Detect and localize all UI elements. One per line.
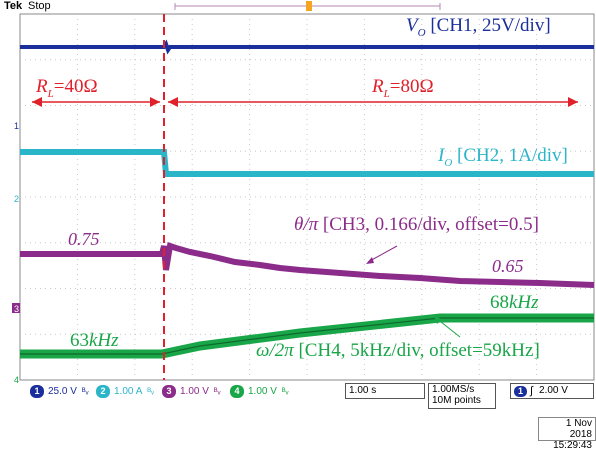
- channel-markers[interactable]: 1 2 3 4: [12, 121, 20, 385]
- ch3-marker-box: [12, 303, 20, 313]
- theta-annotation: θ/π [CH3, 0.166/div, offset=0.5]: [294, 214, 539, 235]
- ch1-bandwidth-icon: ᴮᵥ: [81, 386, 89, 396]
- trigger-position-indicator[interactable]: [174, 1, 441, 11]
- ch1-scale-readout[interactable]: 1 25.0 V ᴮᵥ: [30, 384, 89, 398]
- ch4-badge: 4: [230, 384, 244, 398]
- ch1-trace: [20, 39, 594, 55]
- ch3-trace: [20, 242, 595, 288]
- theta-pointer: [367, 245, 398, 263]
- rl1-arrow: [32, 97, 160, 107]
- run-state-label[interactable]: Stop: [28, 0, 51, 12]
- io-annotation: IO [CH2, 1A/div]: [438, 145, 568, 169]
- ch4-bandwidth-icon: ᴮᵥ: [281, 386, 289, 396]
- ch2-scale: 1.00 A: [114, 385, 143, 397]
- traces: [20, 39, 595, 359]
- bottom-status-area: 1 25.0 V ᴮᵥ 2 1.00 A ᴮᵥ 3 1.00 V ᴮᵥ 4 1.…: [0, 381, 596, 451]
- ch2-bandwidth-icon: ᴮᵥ: [147, 386, 154, 396]
- rl2-arrow: [168, 97, 578, 107]
- ch2-marker: 2: [14, 194, 19, 204]
- ch1-scale: 25.0 V: [48, 385, 77, 397]
- trigger-channel-badge: 1: [514, 385, 527, 397]
- timebase-readout[interactable]: 1.00 s: [345, 383, 425, 399]
- trigger-level: 2.00 V: [539, 385, 568, 396]
- ch4-marker: 4: [14, 375, 19, 385]
- ch3-bandwidth-icon: ᴮᵥ: [213, 386, 221, 396]
- datetime-readout: 1 Nov 2018 15:29:43: [538, 417, 596, 451]
- omega-annotation: ω/2π [CH4, 5kHz/div, offset=59kHz]: [256, 340, 540, 361]
- rl2-annotation: RL=80Ω: [372, 76, 434, 100]
- graticule-frame: [19, 13, 595, 381]
- sample-rate: 1.00MS/s: [432, 384, 475, 395]
- brand-label: Tek: [4, 0, 23, 12]
- record-length: 10M points: [432, 395, 481, 406]
- trigger-readout[interactable]: 1 ∫ 2.00 V: [510, 383, 594, 399]
- ch3-scale: 1.00 V: [180, 385, 209, 397]
- status-bar: Tek Stop: [0, 0, 596, 14]
- graticule-grid: [20, 14, 594, 380]
- date-text: 1 Nov 2018: [565, 418, 592, 440]
- ch2-scale-readout[interactable]: 2 1.00 A ᴮᵥ: [96, 384, 154, 398]
- omega-pointer: [435, 317, 461, 338]
- freq-start-label: 63kHz: [70, 330, 119, 351]
- ch4-scale: 1.00 V: [248, 385, 277, 397]
- acquisition-readout[interactable]: 1.00MS/s 10M points: [428, 383, 496, 409]
- ch1-badge: 1: [30, 384, 44, 398]
- freq-end-label: 68kHz: [490, 292, 539, 313]
- theta-end-value: 0.65: [492, 256, 524, 276]
- trigger-position-marker: [306, 1, 312, 11]
- ch3-marker: 3: [14, 304, 19, 314]
- ch3-scale-readout[interactable]: 3 1.00 V ᴮᵥ: [162, 384, 221, 398]
- time-text: 15:29:43: [553, 440, 592, 451]
- rl1-annotation: RL=40Ω: [36, 76, 98, 100]
- ch3-badge: 3: [162, 384, 176, 398]
- vo-annotation: VO [CH1, 25V/div]: [406, 15, 551, 39]
- rising-edge-icon: ∫: [530, 385, 534, 397]
- theta-start-value: 0.75: [68, 229, 100, 249]
- ch2-badge: 2: [96, 384, 110, 398]
- waveform-display: 1 2 3 4: [12, 1, 595, 385]
- ch1-marker: 1: [14, 121, 19, 131]
- ch4-scale-readout[interactable]: 4 1.00 V ᴮᵥ: [230, 384, 289, 398]
